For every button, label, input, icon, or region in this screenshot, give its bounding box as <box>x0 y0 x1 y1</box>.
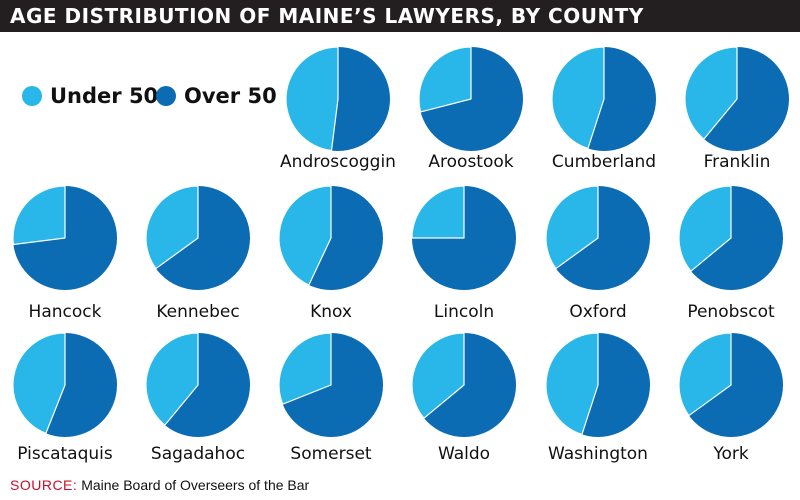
county-label-hancock: Hancock <box>29 302 102 322</box>
slice-under-50-somerset <box>278 332 332 405</box>
pie-aroostook: Aroostook <box>418 46 523 172</box>
county-label-piscataquis: Piscataquis <box>17 444 113 464</box>
county-label-lincoln: Lincoln <box>434 302 494 322</box>
slice-under-50-androscoggin <box>285 46 339 152</box>
pie-waldo: Waldo <box>411 332 516 464</box>
county-label-knox: Knox <box>310 302 352 322</box>
county-label-washington: Washington <box>548 444 648 464</box>
source-text: Maine Board of Overseers of the Bar <box>81 477 310 493</box>
pie-cumberland: Cumberland <box>551 46 656 172</box>
slice-under-50-aroostook <box>418 46 472 113</box>
county-label-somerset: Somerset <box>290 444 372 464</box>
pie-washington: Washington <box>545 332 650 464</box>
pie-androscoggin: Androscoggin <box>280 46 396 172</box>
slice-under-50-kennebec <box>145 185 199 270</box>
slice-under-50-knox <box>278 185 332 286</box>
slice-under-50-sagadahoc <box>145 332 199 426</box>
legend-label-under-50: Under 50 <box>50 84 159 108</box>
title-bar: AGE DISTRIBUTION OF MAINE’S LAWYERS, BY … <box>0 0 800 32</box>
pie-chart-grid: Androscoggin Aroostook Cumberland Franklin H… <box>12 46 789 464</box>
legend-swatch-over-50 <box>156 86 176 106</box>
pie-penobscot: Penobscot <box>678 185 783 322</box>
pie-kennebec: Kennebec <box>145 185 250 322</box>
county-label-oxford: Oxford <box>569 302 626 322</box>
chart-title: AGE DISTRIBUTION OF MAINE’S LAWYERS, BY … <box>10 4 644 28</box>
legend-swatch-under-50 <box>22 86 42 106</box>
county-label-franklin: Franklin <box>704 152 771 172</box>
pie-york: York <box>678 332 783 464</box>
slice-under-50-lincoln <box>411 185 465 239</box>
county-label-york: York <box>712 444 749 464</box>
slice-under-50-waldo <box>411 332 465 419</box>
pie-sagadahoc: Sagadahoc <box>145 332 250 464</box>
county-label-androscoggin: Androscoggin <box>280 152 396 172</box>
source-label: SOURCE: <box>10 477 78 493</box>
slice-under-50-york <box>678 332 732 417</box>
county-label-waldo: Waldo <box>438 444 490 464</box>
county-label-cumberland: Cumberland <box>552 152 656 172</box>
pie-hancock: Hancock <box>12 185 117 322</box>
county-label-kennebec: Kennebec <box>156 302 239 322</box>
pie-oxford: Oxford <box>545 185 650 322</box>
slice-under-50-oxford <box>545 185 599 270</box>
legend-label-over-50: Over 50 <box>184 84 277 108</box>
pie-franklin: Franklin <box>684 46 789 172</box>
slice-under-50-piscataquis <box>12 332 66 434</box>
county-label-penobscot: Penobscot <box>687 302 775 322</box>
pie-somerset: Somerset <box>278 332 383 464</box>
county-label-sagadahoc: Sagadahoc <box>151 444 245 464</box>
pie-lincoln: Lincoln <box>411 185 516 322</box>
pie-knox: Knox <box>278 185 383 322</box>
slice-under-50-washington <box>545 332 599 436</box>
slice-under-50-cumberland <box>551 46 605 150</box>
slice-under-50-hancock <box>12 185 66 246</box>
slice-under-50-franklin <box>684 46 738 140</box>
source-line: SOURCE: Maine Board of Overseers of the … <box>10 476 309 494</box>
slice-under-50-penobscot <box>678 185 732 272</box>
county-label-aroostook: Aroostook <box>428 152 513 172</box>
pie-piscataquis: Piscataquis <box>12 332 117 464</box>
